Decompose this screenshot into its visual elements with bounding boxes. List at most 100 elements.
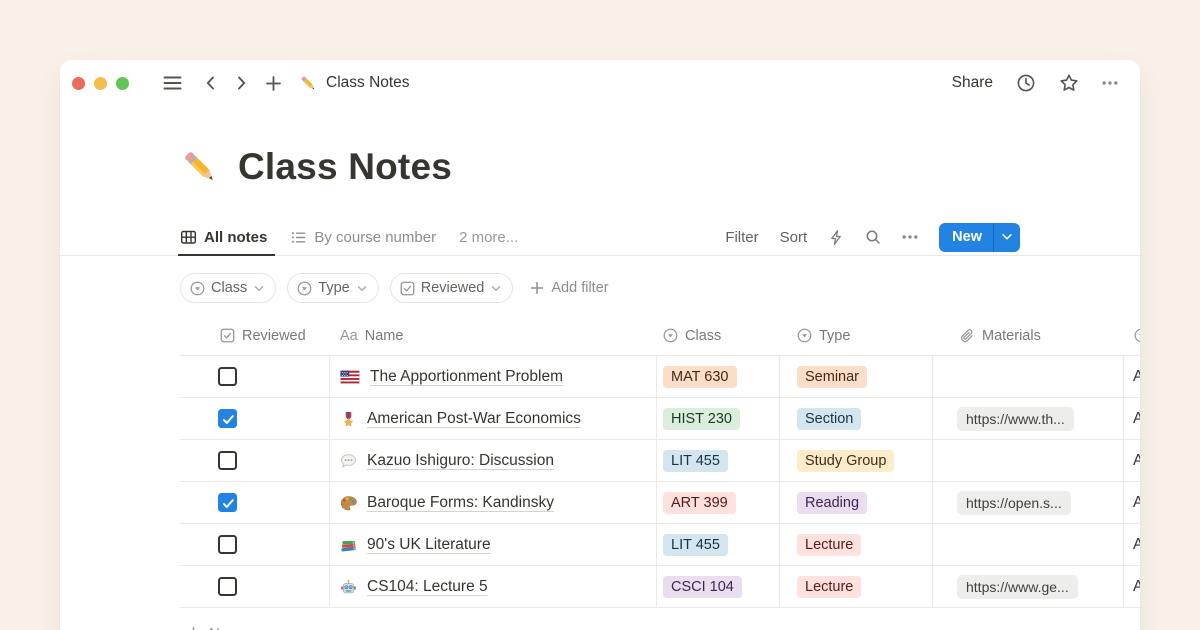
chevron-down-icon (1000, 230, 1014, 244)
clipped-cell: A (1124, 524, 1140, 565)
clipped-cell: A (1124, 398, 1140, 439)
sort-button[interactable]: Sort (779, 228, 808, 246)
traffic-lights (72, 76, 129, 90)
filter-chip-class[interactable]: Class (180, 273, 277, 303)
nav-forward-icon[interactable] (234, 74, 249, 92)
note-page-link[interactable]: CS104: Lecture 5 (367, 577, 488, 595)
clipped-cell: A (1124, 482, 1140, 523)
tab-label: 2 more... (459, 228, 519, 246)
class-tag[interactable]: LIT 455 (663, 533, 728, 556)
note-page-link[interactable]: Baroque Forms: Kandinsky (367, 493, 554, 511)
materials-cell[interactable] (933, 356, 1124, 397)
clipped-cell: A (1124, 356, 1140, 397)
row-checkbox[interactable] (218, 367, 237, 386)
list-view-icon (290, 229, 307, 246)
share-button[interactable]: Share (951, 74, 993, 91)
new-tab-icon[interactable] (265, 75, 282, 92)
select-icon (1134, 328, 1140, 343)
clipped-text: A (1133, 493, 1140, 511)
note-page-link[interactable]: The Apportionment Problem (370, 367, 563, 385)
column-header-type[interactable]: Type (780, 316, 933, 355)
select-icon (663, 328, 678, 343)
row-checkbox[interactable] (218, 451, 237, 470)
books-icon (340, 537, 357, 552)
checkbox-icon (400, 281, 415, 296)
column-header-name[interactable]: Aa Name (330, 316, 657, 355)
notes-table: Reviewed Aa Name Class Type Materials (180, 316, 1140, 630)
class-tag[interactable]: MAT 630 (663, 365, 737, 388)
new-button-label[interactable]: New (952, 229, 982, 245)
materials-cell[interactable] (933, 440, 1124, 481)
row-checkbox[interactable] (218, 535, 237, 554)
history-clock-icon[interactable] (1016, 73, 1036, 93)
tab-more-views[interactable]: 2 more... (459, 219, 518, 255)
column-header-materials[interactable]: Materials (933, 316, 1124, 355)
filter-chip-reviewed[interactable]: Reviewed (389, 273, 514, 303)
close-window-button[interactable] (72, 77, 85, 90)
new-button-dropdown[interactable] (993, 222, 1020, 252)
row-checkbox[interactable] (218, 409, 237, 428)
zoom-window-button[interactable] (116, 77, 129, 90)
app-window: Class Notes Share Class Notes All notes … (60, 60, 1140, 630)
tab-by-course-number[interactable]: By course number (290, 219, 436, 255)
class-tag[interactable]: LIT 455 (663, 449, 728, 472)
new-button[interactable]: New (939, 222, 1020, 252)
chevron-down-icon (356, 283, 368, 294)
table-view-icon (180, 229, 197, 246)
palette-icon (340, 495, 357, 511)
class-tag[interactable]: CSCI 104 (663, 575, 742, 598)
minimize-window-button[interactable] (94, 77, 107, 90)
sidebar-menu-icon[interactable] (162, 73, 183, 93)
chevron-down-icon (253, 283, 265, 294)
robot-icon (340, 579, 357, 594)
add-row-button[interactable]: New (180, 608, 1140, 630)
clipped-cell: A (1124, 440, 1140, 481)
row-checkbox[interactable] (218, 493, 237, 512)
type-tag[interactable]: Study Group (797, 449, 895, 472)
nav-back-icon[interactable] (203, 74, 218, 92)
tab-all-notes[interactable]: All notes (177, 219, 276, 256)
type-tag[interactable]: Lecture (797, 575, 862, 598)
note-page-link[interactable]: Kazuo Ishiguro: Discussion (367, 451, 554, 469)
type-tag[interactable]: Section (797, 407, 862, 430)
filter-chip-type[interactable]: Type (287, 273, 379, 303)
class-tag[interactable]: ART 399 (663, 491, 736, 514)
column-label: Materials (982, 327, 1041, 344)
clipped-text: A (1133, 367, 1140, 385)
select-icon (297, 281, 312, 296)
column-label: Type (819, 327, 851, 344)
material-link[interactable]: https://open.s... (957, 490, 1071, 515)
view-tab-bar: All notes By course number 2 more... Fil… (60, 219, 1140, 256)
note-page-link[interactable]: 90's UK Literature (367, 535, 491, 553)
add-row-label: New (209, 625, 239, 630)
clipped-text: A (1133, 409, 1140, 427)
plus-icon (186, 626, 201, 630)
pencil-icon[interactable] (180, 147, 221, 188)
filter-button[interactable]: Filter (725, 228, 759, 246)
note-page-link[interactable]: American Post-War Economics (367, 409, 581, 427)
class-tag[interactable]: HIST 230 (663, 407, 740, 430)
material-link[interactable]: https://www.ge... (957, 574, 1078, 599)
column-header-clipped[interactable] (1124, 316, 1140, 355)
favorite-star-icon[interactable] (1059, 73, 1079, 93)
breadcrumb[interactable]: Class Notes (299, 74, 410, 93)
column-header-reviewed[interactable]: Reviewed (180, 316, 330, 355)
more-options-icon[interactable] (1102, 75, 1118, 91)
type-tag[interactable]: Seminar (797, 365, 867, 388)
search-icon[interactable] (865, 229, 881, 245)
clipped-cell: A (1124, 566, 1140, 607)
table-row: 90's UK Literature LIT 455 Lecture A (180, 524, 1140, 566)
add-filter-button[interactable]: Add filter (530, 280, 609, 296)
checkbox-icon (220, 328, 235, 343)
materials-cell[interactable] (933, 524, 1124, 565)
type-tag[interactable]: Reading (797, 491, 868, 514)
column-label: Name (364, 327, 404, 344)
bolt-icon[interactable] (828, 229, 844, 246)
column-header-class[interactable]: Class (657, 316, 780, 355)
view-options-icon[interactable] (902, 229, 918, 245)
material-link[interactable]: https://www.th... (957, 406, 1074, 431)
type-tag[interactable]: Lecture (797, 533, 862, 556)
table-row: Kazuo Ishiguro: Discussion LIT 455 Study… (180, 440, 1140, 482)
row-checkbox[interactable] (218, 577, 237, 596)
paperclip-icon (959, 328, 975, 344)
